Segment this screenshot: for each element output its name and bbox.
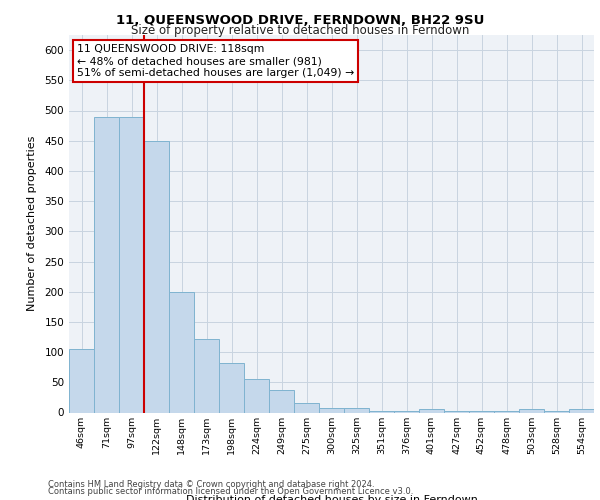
Text: Size of property relative to detached houses in Ferndown: Size of property relative to detached ho… (131, 24, 469, 37)
X-axis label: Distribution of detached houses by size in Ferndown: Distribution of detached houses by size … (185, 496, 478, 500)
Bar (344, 408, 369, 412)
Bar (94, 116, 119, 412)
Bar (194, 339, 219, 412)
Bar (119, 116, 144, 412)
Text: 11, QUEENSWOOD DRIVE, FERNDOWN, BH22 9SU: 11, QUEENSWOOD DRIVE, FERNDOWN, BH22 9SU (116, 14, 484, 27)
Bar (69, 349, 94, 412)
Bar (569, 409, 594, 412)
Bar (269, 390, 294, 412)
Bar (519, 409, 544, 412)
Text: Contains public sector information licensed under the Open Government Licence v3: Contains public sector information licen… (48, 487, 413, 496)
Bar (419, 409, 444, 412)
Bar (219, 363, 244, 412)
Bar (319, 408, 344, 412)
Text: 11 QUEENSWOOD DRIVE: 118sqm
← 48% of detached houses are smaller (981)
51% of se: 11 QUEENSWOOD DRIVE: 118sqm ← 48% of det… (77, 44, 354, 78)
Text: Contains HM Land Registry data © Crown copyright and database right 2024.: Contains HM Land Registry data © Crown c… (48, 480, 374, 489)
Bar (294, 404, 319, 412)
Bar (244, 380, 269, 412)
Bar (169, 292, 194, 412)
Bar (144, 140, 169, 412)
Y-axis label: Number of detached properties: Number of detached properties (28, 136, 37, 312)
